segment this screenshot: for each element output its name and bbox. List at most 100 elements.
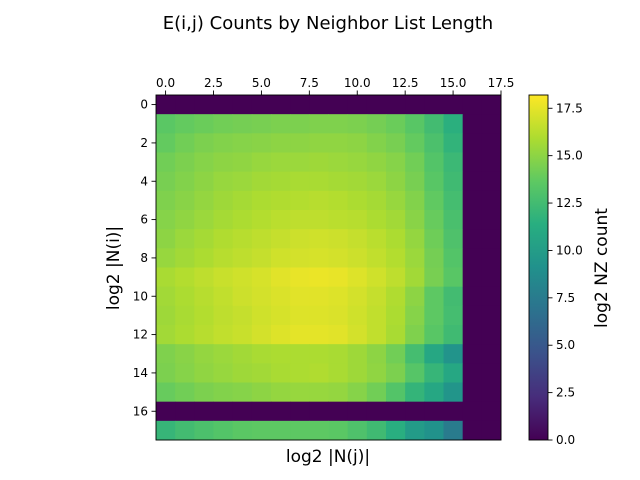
heatmap-cell [328,229,349,249]
heatmap-cell [481,363,502,383]
heatmap-cell [347,171,368,192]
tick-label: 4 [140,174,148,188]
heatmap-cell [443,305,464,326]
heatmap-cell [156,248,176,268]
heatmap-cell [424,133,444,153]
heatmap-cell [366,286,387,307]
heatmap-cell [194,229,214,249]
heatmap-cell [175,325,195,345]
heatmap-cell [347,363,368,383]
heatmap-cell [194,401,214,422]
heatmap-cell [213,305,234,326]
heatmap-cell [175,344,195,364]
heatmap-cell [213,325,234,345]
heatmap-cell [290,420,310,441]
heatmap-cell [462,95,483,115]
heatmap-cell [347,305,368,326]
heatmap-cell [481,286,502,307]
heatmap-cell [290,286,310,307]
heatmap-cell [194,325,214,345]
heatmap-cell [328,267,349,288]
heatmap-cell [443,114,464,134]
heatmap-cell [405,363,425,383]
heatmap-cell [443,325,464,345]
y-axis-ticks: 0 2 4 6 8 10 12 14 16 [133,98,156,418]
tick-label: 7.5 [556,291,575,305]
heatmap-cell [271,133,291,153]
heatmap-cell [328,248,349,268]
heatmap-cell [271,267,291,288]
heatmap-cell [347,267,368,288]
colorbar-ticks: 0.0 2.5 5.0 7.5 10.0 12.5 15.0 17.5 [548,101,583,447]
heatmap-cell [290,382,310,403]
heatmap-cell [462,325,483,345]
heatmap-cell [232,229,253,249]
heatmap-cell [405,286,425,307]
heatmap-cell [328,401,349,422]
heatmap-cell [251,190,272,211]
heatmap-cell [347,286,368,307]
heatmap-cell [156,344,176,364]
heatmap-cell [290,248,310,268]
heatmap-cell [194,344,214,364]
heatmap-cell [175,133,195,153]
plot-frame [155,94,502,441]
heatmap-cell [213,248,234,268]
heatmap-cell [366,190,387,211]
heatmap-cell [309,133,329,153]
heatmap-cell [424,401,444,422]
heatmap-cell [271,382,291,403]
heatmap-cell [328,210,349,230]
heatmap-cell [405,325,425,345]
heatmap-cell [462,114,483,134]
heatmap-cell [462,344,483,364]
heatmap-cell [309,190,329,211]
heatmap-cell [424,248,444,268]
heatmap-cell [424,152,444,173]
heatmap-cell [213,286,234,307]
heatmap-cell [443,210,464,230]
heatmap-cell [251,325,272,345]
tick-label: 14 [133,366,148,380]
heatmap-cell [405,95,425,115]
heatmap-cell [194,382,214,403]
heatmap-cell [443,171,464,192]
heatmap-cell [443,95,464,115]
heatmap-cell [271,286,291,307]
heatmap-cell [290,267,310,288]
heatmap-cell [175,420,195,441]
heatmap-cell [366,363,387,383]
heatmap-cell [309,248,329,268]
heatmap-cell [366,114,387,134]
heatmap-cell [175,363,195,383]
heatmap-cell [251,152,272,173]
heatmap-cell [405,344,425,364]
heatmap-cell [347,420,368,441]
heatmap-cell [347,401,368,422]
heatmap-cell [194,420,214,441]
heatmap-cell [443,190,464,211]
heatmap-cell [481,171,502,192]
heatmap-cell [405,210,425,230]
heatmap-cell [462,210,483,230]
heatmap-cell [366,248,387,268]
heatmap-cell [213,171,234,192]
heatmap-cell [175,382,195,403]
heatmap-cell [175,171,195,192]
heatmap-cell [328,152,349,173]
heatmap-cell [194,305,214,326]
heatmap-cell [156,152,176,173]
heatmap-cell [481,210,502,230]
heatmap-cell [443,152,464,173]
heatmap-cell [251,286,272,307]
heatmap-cell [424,363,444,383]
heatmap-cell [175,401,195,422]
heatmap-cell [309,95,329,115]
heatmap-cell [290,133,310,153]
heatmap-cell [462,171,483,192]
heatmap-cell [481,114,502,134]
heatmap-cell [175,305,195,326]
heatmap-cell [251,267,272,288]
heatmap-cell [366,95,387,115]
